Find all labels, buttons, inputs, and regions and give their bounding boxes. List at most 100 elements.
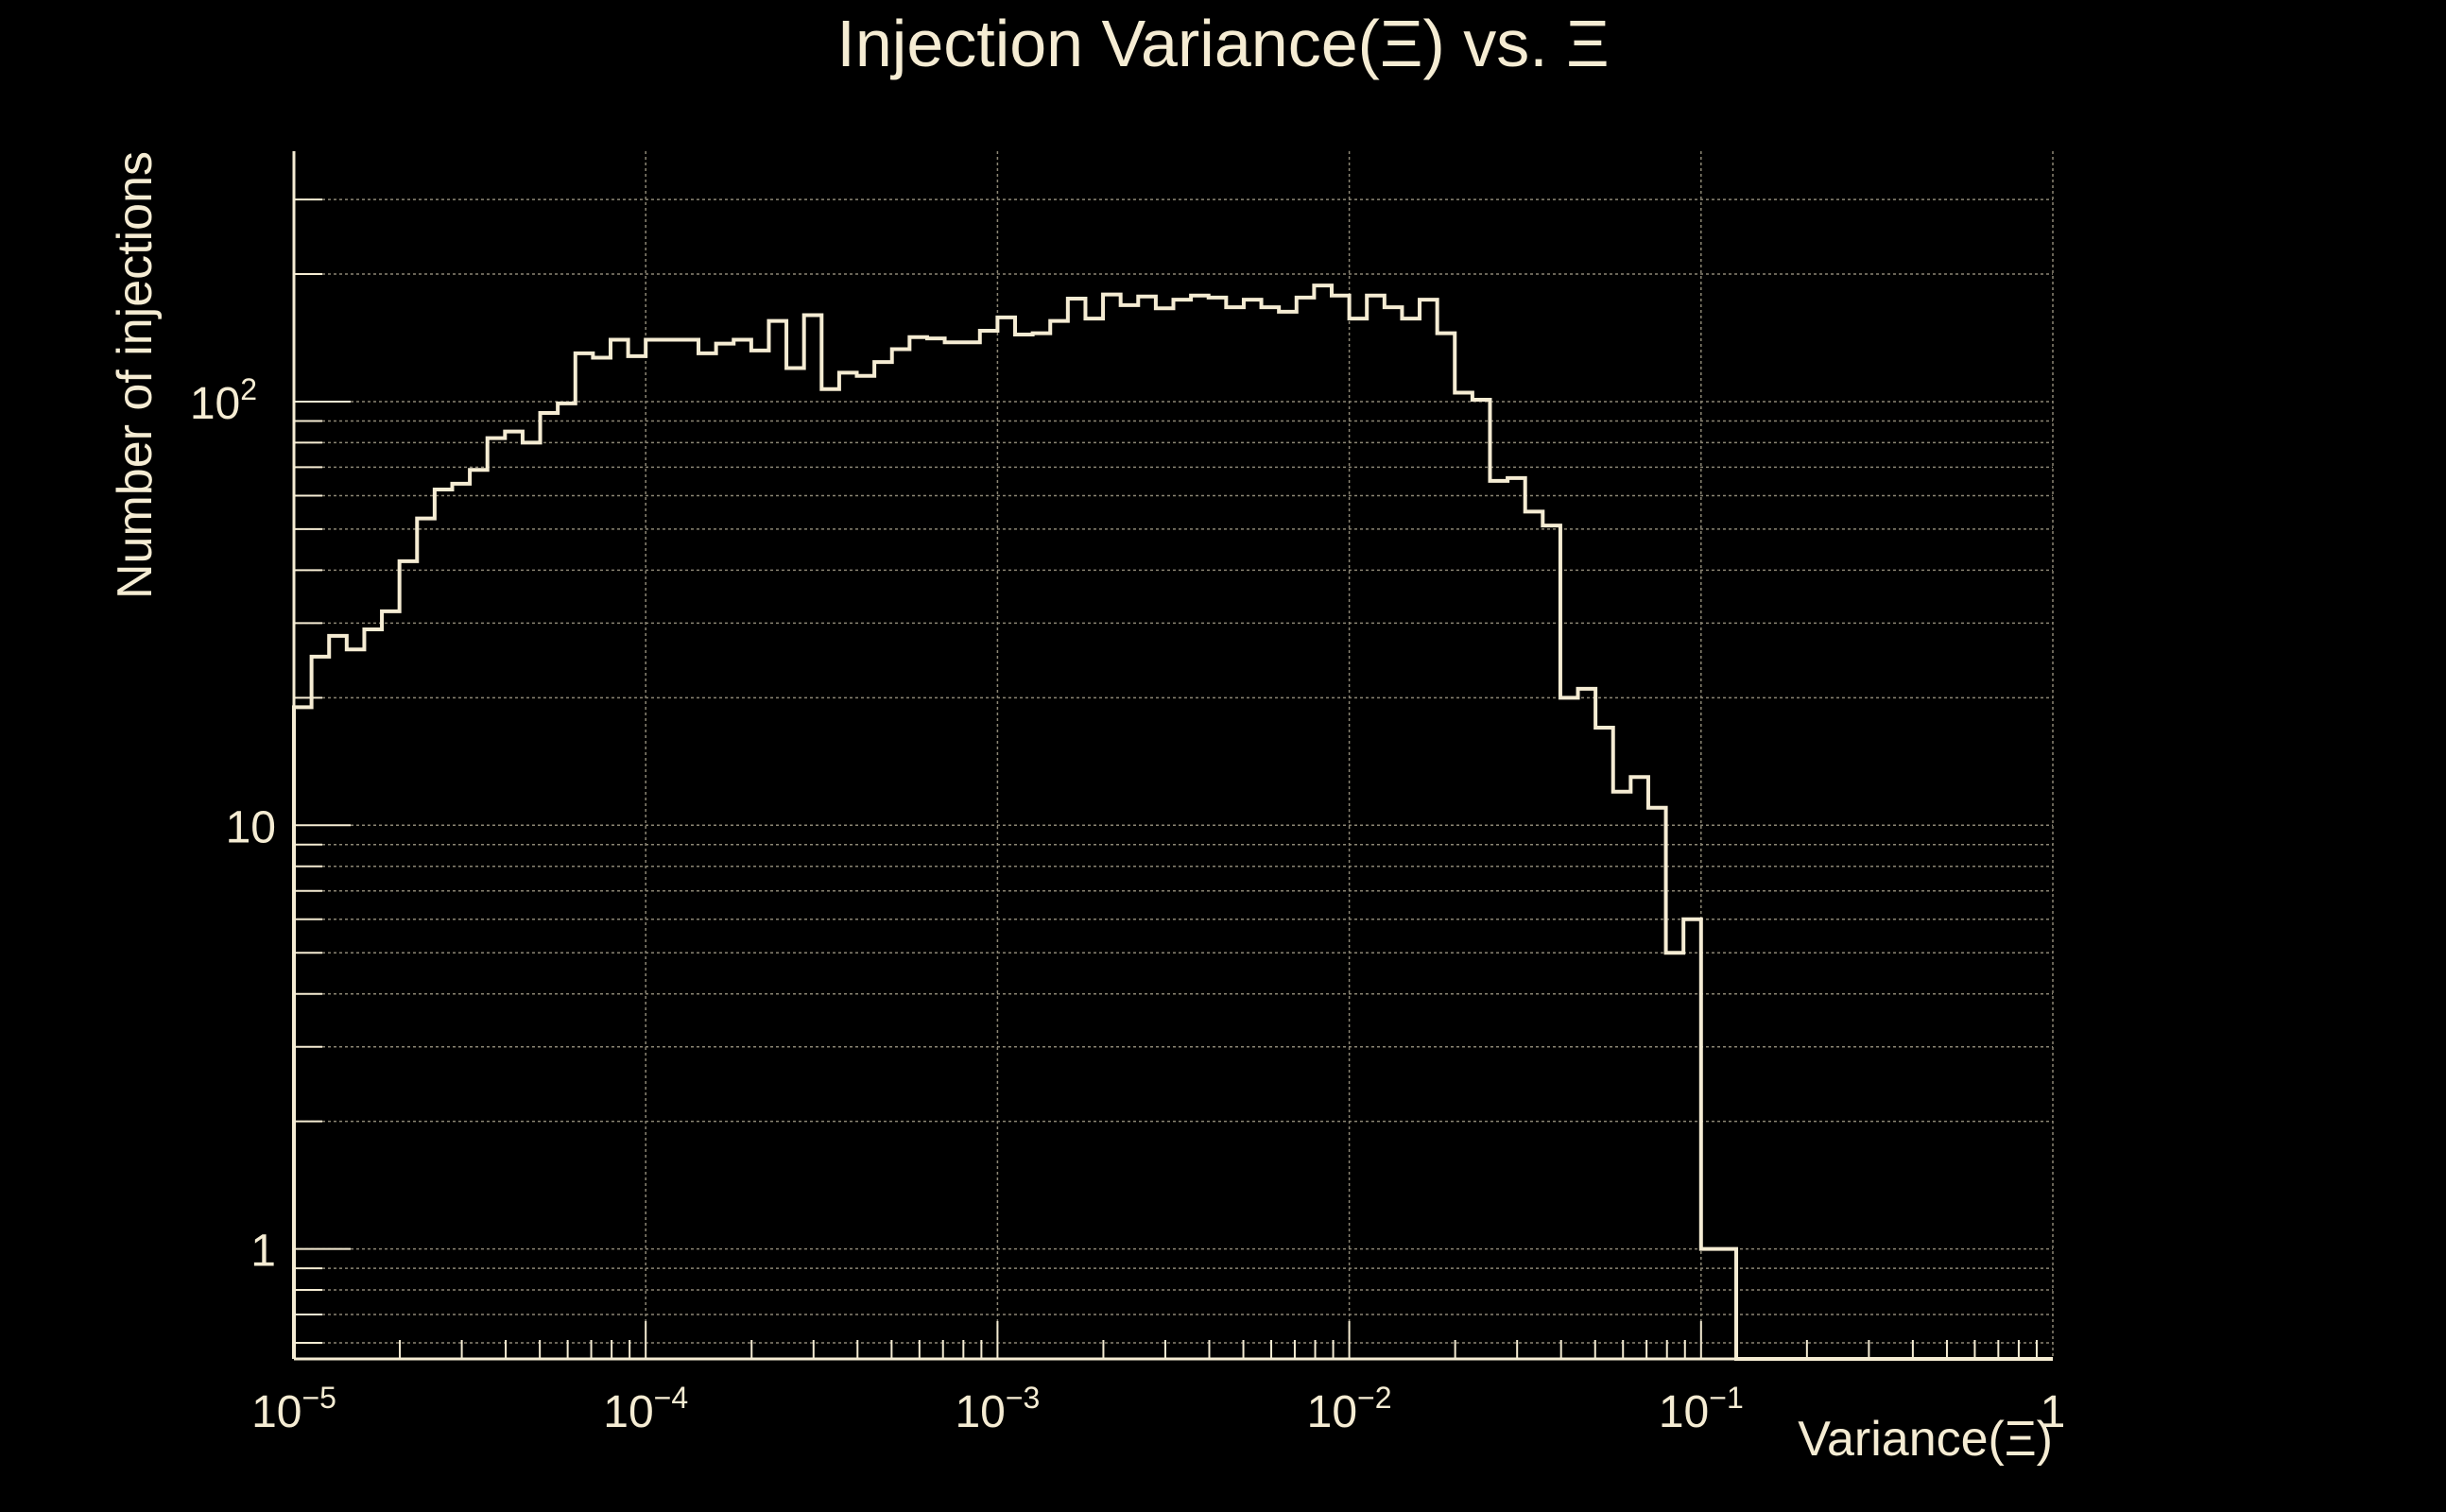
histogram-bin <box>1015 335 1033 1359</box>
histogram-bin <box>1560 697 1578 1359</box>
histogram-bin <box>541 413 559 1359</box>
histogram-bin <box>629 356 646 1359</box>
histogram-bin <box>1595 728 1613 1359</box>
histogram-bin <box>980 331 998 1359</box>
histogram-bin <box>1438 334 1456 1359</box>
x-axis-label: Variance(Ξ) <box>1798 1412 2053 1467</box>
histogram-bin <box>804 315 822 1359</box>
histogram-bin <box>786 368 804 1359</box>
histogram-bin <box>646 339 663 1359</box>
histogram-bin <box>435 490 453 1359</box>
histogram-bin <box>1226 307 1244 1359</box>
histogram-bin <box>1701 1249 1719 1359</box>
histogram-bin <box>1332 296 1350 1359</box>
histogram-bin <box>576 353 594 1359</box>
histogram-bin <box>558 404 576 1359</box>
histogram-bin <box>1121 305 1139 1359</box>
histogram-bin <box>945 342 963 1359</box>
histogram-bin <box>1718 1249 1736 1359</box>
histogram-bin <box>1262 307 1280 1359</box>
histogram-bin <box>523 442 541 1359</box>
histogram-bin <box>505 432 523 1359</box>
x-tick-label: 10−3 <box>955 1381 1040 1437</box>
histogram-bin <box>382 611 400 1359</box>
x-tick-label: 10−1 <box>1659 1381 1744 1437</box>
y-tick-label: 102 <box>190 372 257 429</box>
histogram-bin <box>1578 689 1596 1359</box>
histogram-bin <box>839 372 857 1359</box>
histogram-bin <box>1385 307 1403 1359</box>
histogram-bin <box>1350 318 1368 1359</box>
histogram-bin <box>1473 400 1490 1359</box>
histogram-bin <box>1402 318 1420 1359</box>
histogram-bin <box>312 657 330 1359</box>
histogram-bin <box>909 337 927 1359</box>
x-tick-label: 10−5 <box>251 1381 336 1437</box>
histogram-bin <box>1683 919 1701 1359</box>
histogram-bin <box>417 519 435 1359</box>
histogram-bin <box>892 349 910 1359</box>
x-tick-label: 10−2 <box>1307 1381 1392 1437</box>
histogram-bin <box>997 318 1015 1359</box>
minor-tick-marks <box>294 198 2038 1359</box>
histogram-bin <box>857 376 875 1359</box>
histogram-bin <box>1103 295 1121 1359</box>
histogram-bin <box>768 321 786 1359</box>
histogram-bin <box>1613 792 1631 1359</box>
histogram-bin <box>716 344 734 1359</box>
histogram-bin <box>663 339 681 1359</box>
histogram-bin <box>1648 808 1666 1359</box>
histogram-bin <box>329 636 347 1359</box>
histogram-bin <box>1033 334 1051 1359</box>
histogram-bin <box>1507 478 1525 1359</box>
tick-labels: 10−5 10−4 10−3 10−2 10−1 1 1 10 102 <box>190 372 2066 1437</box>
histogram-bin <box>1138 297 1156 1359</box>
chart-title: Injection Variance(Ξ) vs. Ξ <box>836 7 1609 80</box>
histogram-bin <box>751 351 769 1359</box>
histogram-bin <box>1050 321 1068 1359</box>
x-tick-label: 10−4 <box>603 1381 688 1437</box>
histogram-bin <box>1297 298 1315 1359</box>
x-tick-label: 1 <box>2041 1387 2066 1437</box>
histogram-bin <box>593 357 611 1359</box>
histogram-bin <box>400 561 418 1359</box>
histogram-bin <box>1068 299 1086 1359</box>
histogram-bin <box>1666 953 1684 1359</box>
histogram-bin <box>698 353 716 1359</box>
histogram-bin <box>1455 392 1473 1359</box>
histogram-bin <box>1525 511 1543 1359</box>
histogram-bin <box>1314 285 1332 1359</box>
histogram-bin <box>874 362 892 1359</box>
y-tick-label: 1 <box>250 1227 276 1277</box>
histogram-bin <box>680 339 698 1359</box>
histogram-bin <box>1630 777 1648 1359</box>
histogram-bin <box>1279 312 1297 1359</box>
histogram-bin <box>364 629 382 1359</box>
histogram-bin <box>821 389 839 1359</box>
histogram-bin <box>611 339 629 1359</box>
histogram-bin <box>1191 296 1209 1359</box>
histogram-bin <box>1542 525 1560 1359</box>
histogram-bin <box>452 484 470 1359</box>
histogram-bin <box>1174 300 1192 1359</box>
histogram-bin <box>470 470 488 1359</box>
y-tick-label: 10 <box>226 802 276 852</box>
histogram-bin <box>962 342 980 1359</box>
histogram-step-line <box>292 284 2053 1361</box>
histogram-bin <box>294 707 312 1359</box>
histogram-bin <box>1209 298 1227 1359</box>
histogram-bin <box>1085 318 1103 1359</box>
histogram-bin <box>1244 300 1262 1359</box>
grid-lines <box>294 151 2054 1359</box>
y-axis-label: Number of injections <box>108 151 163 599</box>
histogram-bin <box>347 649 365 1359</box>
histogram-bin <box>733 339 751 1359</box>
histogram-bin <box>488 438 506 1359</box>
histogram-bin <box>1420 300 1438 1359</box>
histogram-bin <box>927 338 945 1359</box>
histogram-bin <box>1156 308 1174 1359</box>
histogram-bin <box>1490 481 1507 1359</box>
histogram-bin <box>1367 296 1385 1359</box>
